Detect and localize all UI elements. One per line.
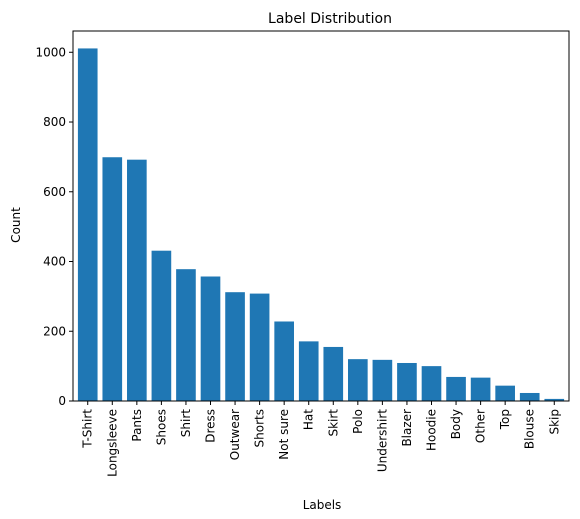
x-tick-label: Blouse	[523, 409, 537, 449]
y-axis-title: Count	[9, 207, 23, 243]
bar-hoodie	[421, 366, 442, 401]
bar-shorts	[249, 293, 270, 401]
x-tick-label: Body	[449, 409, 463, 439]
bar-blazer	[397, 362, 417, 401]
bar-outwear	[225, 292, 245, 401]
y-tick-label: 200	[43, 324, 66, 338]
bar-hat	[298, 341, 319, 401]
bar-longsleeve	[102, 157, 123, 401]
x-tick-label: Skip	[547, 409, 561, 435]
x-tick-label: T-Shirt	[81, 409, 95, 449]
bar-t-shirt	[77, 48, 98, 402]
y-tick-label: 600	[43, 185, 66, 199]
plot-area: 0 200 400 600 800 1000 T-Shirt Longsleeve Pants…	[35, 30, 570, 477]
bar-skirt	[323, 346, 344, 401]
x-tick-label: Undershirt	[375, 409, 389, 472]
x-tick-label: Blazer	[400, 409, 414, 447]
bar-dress	[200, 276, 221, 401]
x-axis-title: Labels	[303, 498, 342, 512]
bar-shoes	[151, 250, 172, 401]
bar-shirt	[176, 269, 196, 401]
bars-group	[77, 48, 565, 402]
bar-body	[446, 376, 466, 401]
y-axis: 0 200 400 600 800 1000	[35, 45, 73, 408]
x-tick-label: Hoodie	[424, 409, 438, 451]
bar-top	[495, 385, 515, 401]
x-tick-label: Dress	[204, 409, 218, 443]
y-tick-label: 1000	[35, 45, 66, 59]
x-tick-label: Shorts	[253, 409, 267, 447]
bar-other	[470, 377, 491, 401]
bar-pants	[127, 159, 147, 401]
x-tick-label: Skirt	[326, 409, 340, 437]
x-tick-label: Polo	[351, 409, 365, 434]
x-tick-label: Top	[498, 409, 512, 430]
bar-blouse	[519, 392, 540, 401]
x-tick-label: Shirt	[179, 409, 193, 437]
x-tick-label: Pants	[130, 409, 144, 442]
x-tick-label: Other	[474, 409, 488, 443]
bar-skip	[544, 398, 565, 401]
x-axis: T-Shirt Longsleeve Pants Shoes Shirt Dress Out…	[81, 401, 561, 477]
x-tick-label: Shoes	[154, 409, 168, 445]
x-tick-label: Hat	[302, 409, 316, 430]
x-tick-label: Outwear	[228, 409, 242, 460]
bar-not-sure	[274, 321, 294, 401]
bar-polo	[348, 359, 368, 401]
bar-undershirt	[372, 359, 393, 401]
plot-frame	[72, 30, 570, 402]
y-tick-label: 800	[43, 115, 66, 129]
y-tick-label: 0	[58, 394, 66, 408]
chart-title: Label Distribution	[268, 11, 392, 27]
x-tick-label: Longsleeve	[105, 409, 119, 477]
x-tick-label: Not sure	[277, 409, 291, 460]
y-tick-label: 400	[43, 255, 66, 269]
